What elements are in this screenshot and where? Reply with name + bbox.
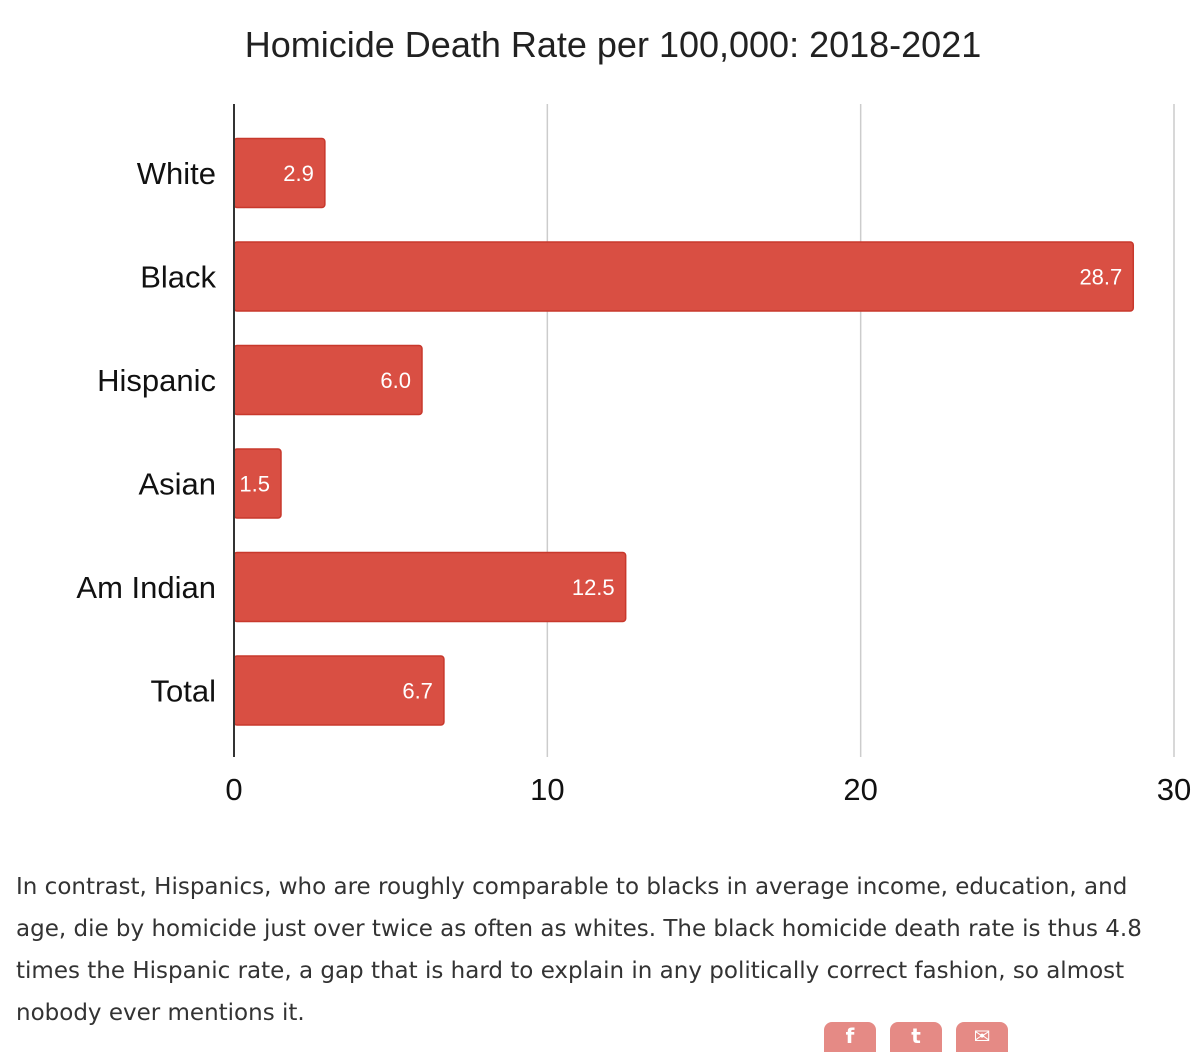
bars [233,137,1135,726]
category-label: Black [140,260,216,295]
twitter-icon: t [911,1024,921,1048]
labels: 0 10 20 30 White 2.9 Black 28.7 Hispanic 6.0 Asian… [76,156,1191,807]
x-tick-label: 0 [225,772,242,807]
x-tick-label: 30 [1157,772,1191,807]
article-paragraph: In contrast, Hispanics, who are roughly … [16,874,1142,1026]
data-label: 1.5 [239,472,270,497]
x-tick-label: 20 [843,772,877,807]
bar [233,241,1135,312]
data-label: 28.7 [1079,265,1122,290]
facebook-share-button[interactable]: f [824,1022,876,1052]
data-label: 12.5 [572,575,615,600]
category-label: Total [151,674,216,709]
email-share-button[interactable]: ✉ [956,1022,1008,1052]
data-label: 6.7 [402,679,433,704]
twitter-share-button[interactable]: t [890,1022,942,1052]
category-label: Am Indian [76,570,216,605]
category-label: White [137,156,216,191]
x-tick-label: 10 [530,772,564,807]
data-label: 6.0 [380,368,411,393]
bar-chart: Homicide Death Rate per 100,000: 2018-20… [76,24,1191,807]
category-label: Hispanic [97,363,216,398]
share-buttons: f t ✉ [824,1022,1008,1052]
gridlines [546,104,1175,757]
data-label: 2.9 [283,161,314,186]
email-icon: ✉ [973,1024,991,1048]
facebook-icon: f [845,1024,855,1048]
category-label: Asian [138,467,216,502]
bar [233,551,627,623]
chart-title: Homicide Death Rate per 100,000: 2018-20… [245,24,982,65]
